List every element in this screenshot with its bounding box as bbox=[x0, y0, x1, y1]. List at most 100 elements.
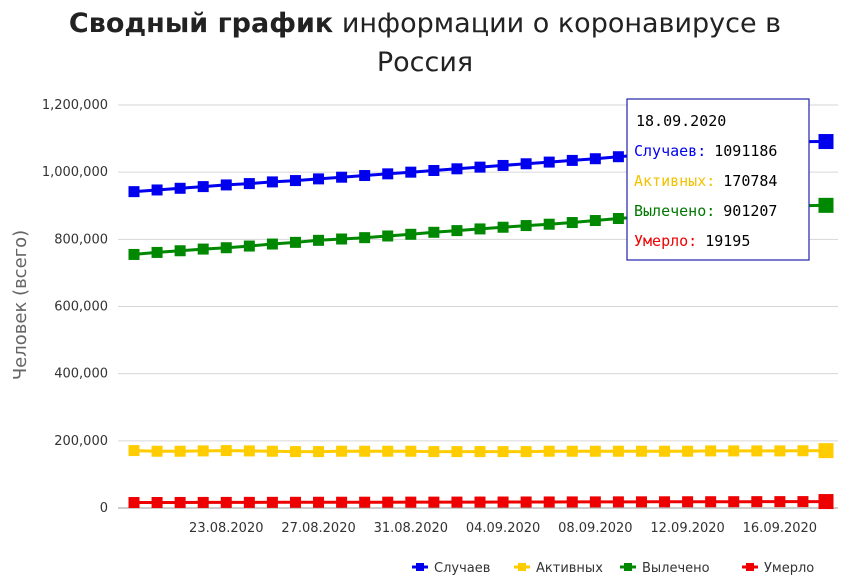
data-point[interactable] bbox=[382, 230, 394, 242]
data-point[interactable] bbox=[659, 445, 671, 457]
data-point[interactable] bbox=[382, 168, 394, 180]
data-point[interactable] bbox=[151, 496, 163, 508]
data-point[interactable] bbox=[797, 496, 809, 508]
data-point[interactable] bbox=[728, 445, 740, 457]
data-point[interactable] bbox=[197, 243, 209, 255]
data-point[interactable] bbox=[635, 496, 647, 508]
data-point[interactable] bbox=[728, 496, 740, 508]
data-point[interactable] bbox=[589, 496, 601, 508]
data-point[interactable] bbox=[682, 496, 694, 508]
data-point[interactable] bbox=[174, 245, 186, 257]
data-point[interactable] bbox=[474, 161, 486, 173]
data-point[interactable] bbox=[359, 232, 371, 244]
data-point[interactable] bbox=[428, 164, 440, 176]
data-point[interactable] bbox=[313, 173, 325, 185]
data-point[interactable] bbox=[566, 217, 578, 229]
legend-item[interactable]: Умерло bbox=[742, 561, 814, 576]
data-point[interactable] bbox=[818, 197, 834, 213]
data-point[interactable] bbox=[174, 445, 186, 457]
data-point[interactable] bbox=[197, 496, 209, 508]
data-point[interactable] bbox=[405, 228, 417, 240]
data-point[interactable] bbox=[566, 496, 578, 508]
legend-item[interactable]: Вылечено bbox=[620, 561, 710, 576]
data-point[interactable] bbox=[543, 445, 555, 457]
data-point[interactable] bbox=[405, 445, 417, 457]
data-point[interactable] bbox=[451, 446, 463, 458]
data-point[interactable] bbox=[589, 215, 601, 227]
data-point[interactable] bbox=[243, 445, 255, 457]
data-point[interactable] bbox=[497, 446, 509, 458]
data-point[interactable] bbox=[589, 153, 601, 165]
data-point[interactable] bbox=[128, 248, 140, 260]
data-point[interactable] bbox=[382, 445, 394, 457]
data-point[interactable] bbox=[405, 166, 417, 178]
data-point[interactable] bbox=[474, 223, 486, 235]
data-point[interactable] bbox=[266, 176, 278, 188]
data-point[interactable] bbox=[197, 445, 209, 457]
data-point[interactable] bbox=[128, 445, 140, 457]
data-point[interactable] bbox=[359, 496, 371, 508]
data-point[interactable] bbox=[612, 213, 624, 225]
data-point[interactable] bbox=[497, 496, 509, 508]
data-point[interactable] bbox=[336, 445, 348, 457]
data-point[interactable] bbox=[336, 171, 348, 183]
data-point[interactable] bbox=[128, 186, 140, 198]
data-point[interactable] bbox=[220, 242, 232, 254]
data-point[interactable] bbox=[197, 181, 209, 193]
data-point[interactable] bbox=[451, 496, 463, 508]
data-point[interactable] bbox=[174, 182, 186, 194]
data-point[interactable] bbox=[266, 238, 278, 250]
data-point[interactable] bbox=[313, 234, 325, 246]
data-point[interactable] bbox=[405, 496, 417, 508]
data-point[interactable] bbox=[128, 497, 140, 509]
data-point[interactable] bbox=[589, 445, 601, 457]
data-point[interactable] bbox=[289, 446, 301, 458]
data-point[interactable] bbox=[682, 445, 694, 457]
data-point[interactable] bbox=[174, 496, 186, 508]
data-point[interactable] bbox=[474, 496, 486, 508]
data-point[interactable] bbox=[520, 446, 532, 458]
data-point[interactable] bbox=[520, 158, 532, 170]
data-point[interactable] bbox=[289, 175, 301, 187]
data-point[interactable] bbox=[543, 156, 555, 168]
data-point[interactable] bbox=[818, 494, 834, 510]
data-point[interactable] bbox=[612, 445, 624, 457]
data-point[interactable] bbox=[336, 496, 348, 508]
data-point[interactable] bbox=[474, 446, 486, 458]
data-point[interactable] bbox=[818, 134, 834, 150]
data-point[interactable] bbox=[635, 445, 647, 457]
data-point[interactable] bbox=[497, 221, 509, 233]
data-point[interactable] bbox=[289, 236, 301, 248]
data-point[interactable] bbox=[774, 496, 786, 508]
data-point[interactable] bbox=[751, 496, 763, 508]
data-point[interactable] bbox=[797, 445, 809, 457]
legend[interactable]: Случаев Активных Вылечено Умерло bbox=[412, 561, 814, 576]
data-point[interactable] bbox=[266, 496, 278, 508]
data-point[interactable] bbox=[359, 170, 371, 182]
data-point[interactable] bbox=[220, 179, 232, 191]
data-point[interactable] bbox=[543, 218, 555, 230]
data-point[interactable] bbox=[612, 151, 624, 163]
data-point[interactable] bbox=[659, 496, 671, 508]
data-point[interactable] bbox=[428, 446, 440, 458]
data-point[interactable] bbox=[313, 446, 325, 458]
data-point[interactable] bbox=[151, 445, 163, 457]
data-point[interactable] bbox=[382, 496, 394, 508]
data-point[interactable] bbox=[751, 445, 763, 457]
data-point[interactable] bbox=[497, 159, 509, 171]
data-point[interactable] bbox=[566, 445, 578, 457]
data-point[interactable] bbox=[520, 220, 532, 232]
data-point[interactable] bbox=[428, 496, 440, 508]
data-point[interactable] bbox=[428, 226, 440, 238]
data-point[interactable] bbox=[220, 496, 232, 508]
data-point[interactable] bbox=[220, 445, 232, 457]
data-point[interactable] bbox=[243, 240, 255, 252]
data-point[interactable] bbox=[451, 163, 463, 175]
data-point[interactable] bbox=[520, 496, 532, 508]
data-point[interactable] bbox=[243, 178, 255, 190]
data-point[interactable] bbox=[705, 445, 717, 457]
data-point[interactable] bbox=[151, 246, 163, 258]
data-point[interactable] bbox=[451, 225, 463, 237]
data-point[interactable] bbox=[151, 184, 163, 196]
data-point[interactable] bbox=[818, 443, 834, 459]
